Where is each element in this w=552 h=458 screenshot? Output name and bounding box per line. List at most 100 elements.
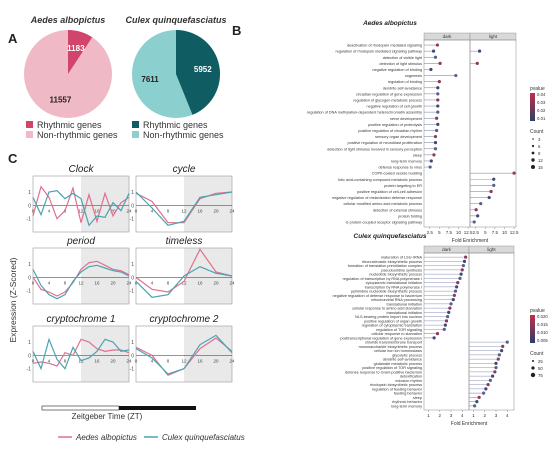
culex-dotplot-dark-dot	[452, 293, 456, 297]
culex-dotplot-light-dot	[473, 404, 477, 408]
culex-dotplot-dark-dot	[449, 302, 453, 306]
subplot-2-ytick: 1	[131, 190, 134, 196]
subplot-6-title: cryptochrome 2	[150, 314, 219, 325]
aedes-dotplot-count-title: Count	[530, 129, 544, 135]
pie-aedes	[24, 30, 112, 118]
aedes-dotplot-dark-dot	[435, 43, 440, 47]
culex-dotplot-term-label: rhodopsin biosynthetic process	[370, 383, 422, 387]
aedes-dotplot-light-dot	[487, 195, 491, 200]
subplot-1-xtick: 0	[32, 208, 35, 213]
subplot-1-dark-shade	[81, 176, 129, 232]
aedes-dotplot-term-label: cellular modified amino acid metabolic p…	[343, 202, 422, 206]
subplot-2-xtick: 8	[167, 208, 170, 213]
subplot-6-ytick: -1	[130, 367, 135, 373]
culex-dotplot-term-label: pyrimidine nucleotide biosynthetic proce…	[351, 290, 422, 294]
subplot-5-culex-line	[32, 337, 130, 371]
aedes-dotplot-xtick-label: 12.5	[464, 230, 473, 235]
aedes-dotplot-count-dot	[531, 165, 535, 169]
aedes-dotplot-dark-dot	[428, 165, 432, 169]
subplot-3-culex-line	[32, 264, 130, 300]
subplot-5-frame	[32, 325, 130, 383]
culex-dotplot-term-label: posttranscriptional regulation of gene e…	[340, 336, 422, 340]
aedes-dotplot-dark-dot	[433, 147, 438, 151]
culex-dotplot-term-label: transcription by RNA polymerase I	[365, 285, 422, 289]
panel-letter-b: B	[232, 23, 241, 38]
subplot-1-ytick: -1	[27, 217, 32, 223]
culex-dotplot-xtick-label: 3	[495, 413, 498, 418]
subplot-2-culex-line	[135, 191, 233, 227]
subplot-6-xtick: 12	[181, 358, 187, 363]
aedes-dotplot-dark-dot	[435, 128, 439, 133]
aedes-dotplot-xtick-label: 12.5	[510, 230, 519, 235]
legend-aedes-rhythmic-swatch	[26, 121, 33, 128]
culex-dotplot-term-label: cellular response to amino acid starvati…	[352, 307, 422, 311]
subplot-2-xtick: 20	[213, 208, 219, 213]
subplot-2-xtick: 12	[181, 208, 187, 213]
culex-dotplot-xtick-label: 1	[472, 413, 475, 418]
culex-dotplot-term-label: cellular response to starvation	[372, 332, 422, 336]
aedes-dotplot-xtick-label: 5	[484, 230, 487, 235]
subplot-5-ytick: -1	[27, 367, 32, 373]
subplot-1-xtick: 16	[94, 208, 100, 213]
culex-dotplot-dark-dot	[461, 264, 465, 268]
subplot-4-aedes-line	[135, 248, 233, 293]
culex-dotplot-light-dot	[501, 344, 505, 348]
aedes-dotplot-pvalue-tick: 0.01	[537, 116, 546, 121]
culex-dotplot-dark-dot	[446, 315, 450, 319]
culex-dotplot-term-label: cytoplasmic translational initiation	[366, 281, 422, 285]
subplot-3-xtick: 4	[48, 280, 51, 285]
subplot-5-xtick: 20	[110, 358, 116, 363]
legend-culex-rhythmic-swatch	[132, 121, 139, 128]
subplot-5-xtick: 0	[32, 358, 35, 363]
culex-dotplot-light-dot	[494, 361, 498, 365]
aedes-dotplot-dark-dot	[436, 104, 440, 108]
culex-dotplot-term-label: eclosion rhythm	[395, 379, 422, 383]
subplot-3-dark-shade	[81, 248, 129, 304]
culex-dotplot-facet-label-dark: dark	[442, 247, 452, 252]
subplot-2-ytick: 0	[131, 203, 134, 209]
aedes-dotplot-count-label: 9	[538, 151, 541, 156]
culex-dotplot-xtick-label: 4	[506, 413, 509, 418]
legend-aedes-non-label: Non-rhythmic genes	[37, 130, 118, 140]
culex-dotplot-term-label: dendrite self-avoidance	[383, 358, 422, 362]
culex-dotplot-count-label: 25	[538, 359, 543, 364]
culex-dotplot-term-label: feeding behavior	[394, 392, 423, 396]
culex-dotplot-term-label: regulation of TOR signaling	[376, 328, 422, 332]
culex-dotplot-dark-dot	[435, 332, 440, 336]
aedes-dotplot-dark-dot	[429, 67, 433, 72]
culex-dotplot-dark-dot	[447, 310, 451, 314]
aedes-dotplot-title: Aedes albopictus	[362, 20, 417, 27]
aedes-dotplot-facet-label-light: light	[489, 34, 498, 39]
subplot-1-xtick: 12	[78, 208, 84, 213]
aedes-dotplot-term-label: nerve development	[390, 117, 423, 121]
culex-dotplot-pvalue-tick: 0.020	[537, 314, 548, 319]
culex-dotplot-term-label: cellular iron ion homeostasis	[374, 349, 422, 353]
culex-dotplot-dark-dot	[456, 281, 460, 285]
culex-dotplot-term-label: regulation of transcription by RNA polym…	[343, 277, 422, 281]
aedes-dotplot-dark-dot	[438, 61, 442, 65]
culex-dotplot-term-label: sleep	[413, 396, 422, 400]
subplot-6-dark-shade	[184, 326, 232, 382]
aedes-dotplot-pvalue-title: pvalue	[530, 86, 545, 92]
subplot-3-ytick: -1	[27, 289, 32, 295]
aedes-dotplot-term-label: positive regulation of circadian rhythm	[358, 129, 422, 133]
subplot-6-ytick: 1	[131, 340, 134, 346]
subplot-5-xtick: 4	[48, 358, 51, 363]
subplot-6-xtick: 4	[151, 358, 154, 363]
subplot-1-xtick: 20	[110, 208, 116, 213]
subplot-4-ytick: 1	[131, 262, 134, 268]
aedes-dotplot-term-label: detection of external stimulus	[373, 208, 422, 212]
legend-culex-non-swatch	[132, 131, 139, 138]
panel-letter-c: C	[8, 151, 18, 166]
subplot-4-xtick: 24	[229, 280, 235, 285]
culex-dotplot-pvalue-tick: 0.010	[537, 330, 548, 335]
culex-dotplot-term-label: regulation of feeding behavior	[372, 387, 423, 391]
subplot-1-ytick: 1	[28, 190, 31, 196]
culex-dotplot-count-dot	[530, 372, 536, 378]
aedes-dotplot-term-label: regulation of rhodopsin mediated signali…	[335, 50, 422, 54]
culex-dotplot-term-label: translational initiation	[387, 302, 422, 306]
subplot-1-frame	[32, 175, 130, 233]
subplot-6-xtick: 16	[197, 358, 203, 363]
aedes-dotplot-count-dot	[531, 144, 535, 148]
aedes-dotplot-xlabel: Fold Enrichment	[452, 238, 489, 244]
